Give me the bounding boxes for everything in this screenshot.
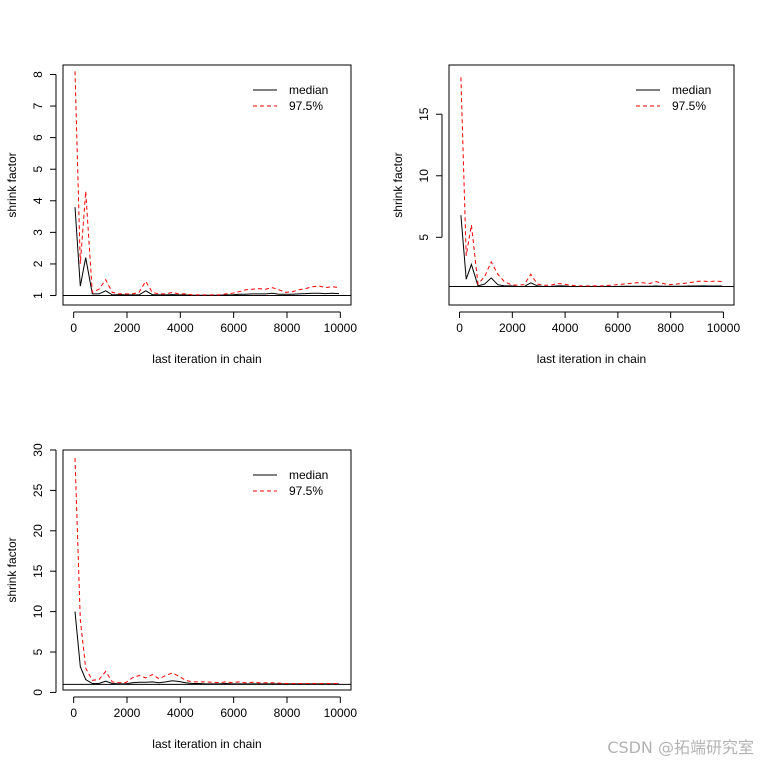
series-line-p97-5	[74, 71, 340, 296]
series-line-median	[74, 611, 339, 685]
x-tick-label: 4000	[167, 321, 194, 335]
y-tick-label: 5	[31, 648, 45, 655]
x-axis-title: last iteration in chain	[537, 352, 646, 366]
plot-frame	[448, 64, 735, 306]
plot-frame	[62, 64, 352, 306]
y-tick-label: 3	[31, 229, 45, 236]
y-tick-label: 4	[31, 197, 45, 204]
x-tick-label: 4000	[167, 706, 194, 720]
y-tick-label: 25	[31, 483, 45, 497]
legend-label: 97.5%	[289, 99, 323, 113]
x-tick-label: 2000	[114, 321, 141, 335]
legend-label: median	[672, 83, 711, 97]
series-line-median	[74, 207, 340, 296]
y-tick-label: 30	[31, 443, 45, 457]
y-tick-label: 15	[31, 564, 45, 578]
y-tick-label: 5	[31, 166, 45, 173]
y-tick-label: 7	[31, 102, 45, 109]
y-tick-label: 10	[31, 605, 45, 619]
x-tick-label: 6000	[220, 321, 247, 335]
y-tick-label: 8	[31, 71, 45, 78]
y-tick-label: 5	[417, 234, 431, 241]
legend-label: 97.5%	[672, 99, 706, 113]
x-axis-title: last iteration in chain	[152, 737, 261, 751]
y-axis-title: shrink factor	[391, 152, 405, 217]
legend-label: 97.5%	[289, 484, 323, 498]
x-tick-label: 6000	[605, 321, 632, 335]
plot-frame	[62, 449, 352, 691]
x-axis-title: last iteration in chain	[152, 352, 261, 366]
legend-label: median	[289, 83, 328, 97]
y-axis-title: shrink factor	[5, 152, 19, 217]
x-tick-label: 0	[70, 706, 77, 720]
y-tick-label: 2	[31, 260, 45, 267]
x-tick-label: 10000	[324, 321, 358, 335]
y-tick-label: 15	[417, 107, 431, 121]
y-tick-label: 20	[31, 524, 45, 538]
series-line-p97-5	[74, 458, 339, 684]
x-tick-label: 0	[456, 321, 463, 335]
x-tick-label: 10000	[707, 321, 741, 335]
x-tick-label: 4000	[552, 321, 579, 335]
y-tick-label: 10	[417, 169, 431, 183]
x-tick-label: 8000	[274, 321, 301, 335]
y-tick-label: 1	[31, 292, 45, 299]
legend-label: median	[289, 468, 328, 482]
x-tick-label: 8000	[657, 321, 684, 335]
y-tick-label: 6	[31, 134, 45, 141]
y-tick-label: 0	[31, 689, 45, 696]
x-tick-label: 8000	[274, 706, 301, 720]
x-tick-label: 2000	[114, 706, 141, 720]
y-axis-title: shrink factor	[5, 537, 19, 602]
chart-panel-1: 0 2000 4000 6000 8000 10000 1 2 3 4 5 6 7 8 last itera…	[5, 64, 358, 366]
chart-panel-2: 0 2000 4000 6000 8000 10000 5 10 15 last iteratio…	[391, 64, 741, 366]
watermark: CSDN @拓端研究室	[607, 738, 754, 757]
x-tick-label: 10000	[324, 706, 358, 720]
x-tick-label: 2000	[499, 321, 526, 335]
series-line-p97-5	[460, 77, 723, 287]
x-tick-label: 6000	[220, 706, 247, 720]
chart-panel-3: 0 2000 4000 6000 8000 10000 0 5 10 15 20 25 30 last i…	[5, 443, 357, 751]
series-line-median	[460, 215, 723, 287]
x-tick-label: 0	[70, 321, 77, 335]
